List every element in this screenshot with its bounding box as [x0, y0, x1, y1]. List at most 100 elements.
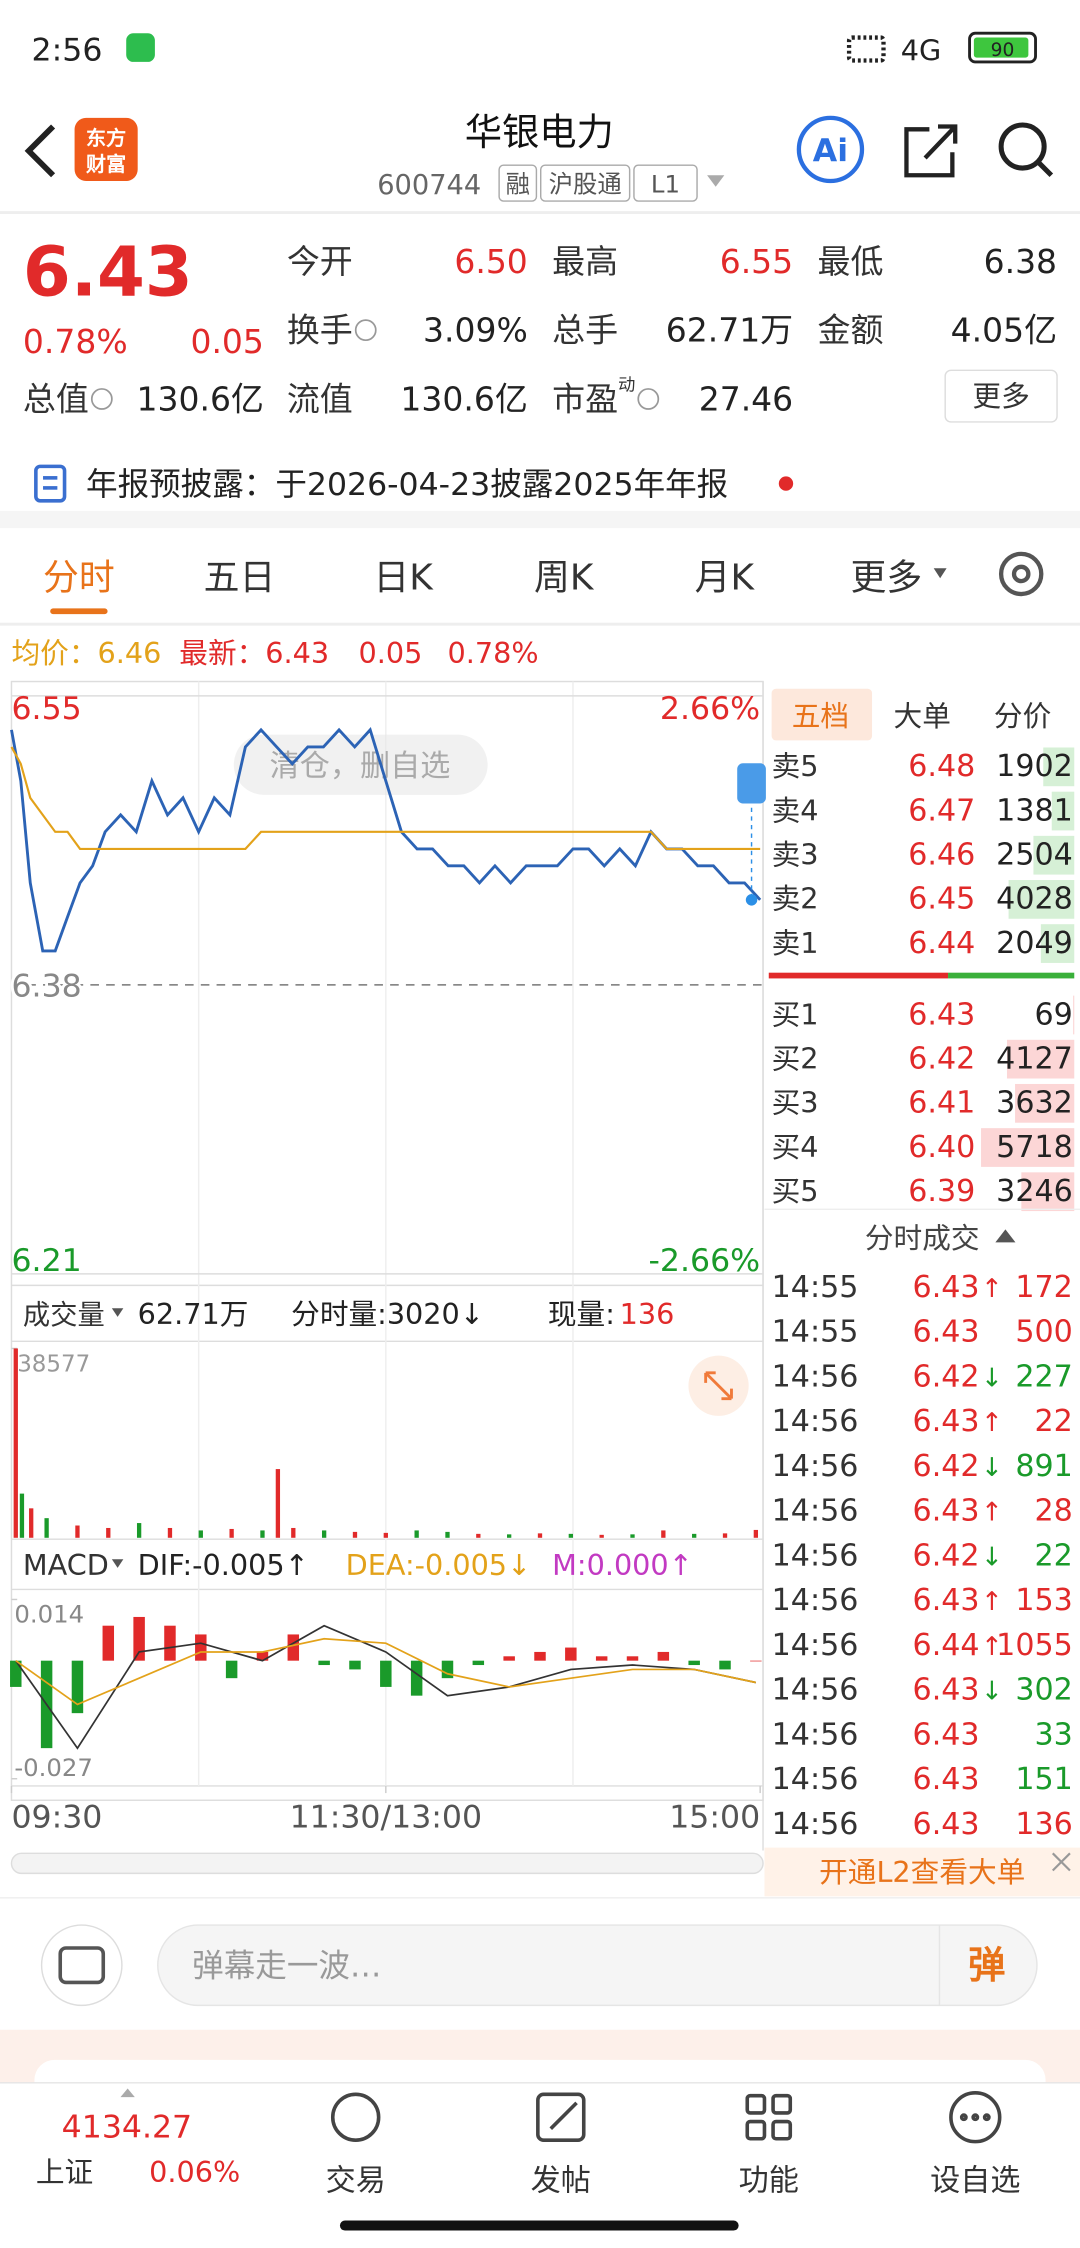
ai-button[interactable] — [796, 115, 865, 184]
tab[interactable]: 分时 — [43, 558, 115, 599]
volume-bar — [75, 1525, 80, 1538]
trade-direction: ↑ — [981, 1408, 1003, 1438]
index-change[interactable]: 0.06% — [149, 2155, 240, 2189]
info-icon[interactable] — [354, 319, 377, 342]
trade-time: 14:56 — [772, 1359, 859, 1394]
favorite-icon — [949, 2091, 1002, 2144]
book-volume: 4028 — [996, 882, 1073, 917]
nav-item[interactable]: 交易 — [326, 2163, 386, 2198]
share-button[interactable] — [904, 124, 958, 178]
trade-price: 6.42 — [913, 1449, 980, 1484]
book-tab[interactable]: 分价 — [994, 699, 1051, 733]
volume-bar — [13, 1348, 18, 1538]
watermark-bg[interactable] — [233, 734, 488, 795]
volume-bar — [383, 1532, 388, 1538]
macd-bar — [503, 1656, 515, 1661]
nav-item[interactable]: 功能 — [739, 2163, 799, 2198]
field-value: 6.38 — [984, 242, 1057, 281]
more-button[interactable] — [944, 369, 1058, 423]
book-price: 6.48 — [908, 749, 975, 784]
dea-value: DEA:-0.005↓ — [346, 1548, 531, 1582]
trade-volume: 28 — [1035, 1494, 1073, 1529]
dropdown-icon[interactable] — [707, 175, 725, 187]
macd-bar — [287, 1634, 300, 1661]
trade-volume: 302 — [1015, 1673, 1072, 1708]
more-button-label[interactable]: 更多 — [972, 379, 1029, 413]
comment-icon[interactable] — [40, 1924, 123, 2007]
field-sup: 动 — [618, 375, 635, 395]
volume-bar — [537, 1533, 543, 1538]
trade-time: 14:56 — [772, 1449, 859, 1484]
field-value: 130.6亿 — [137, 379, 264, 418]
settings-button[interactable] — [998, 551, 1044, 597]
index-value[interactable]: 4134.27 — [62, 2109, 192, 2145]
trade-price: 6.42 — [913, 1359, 980, 1394]
l2-banner-text[interactable]: 开通L2查看大单 — [819, 1855, 1025, 1889]
dropdown-icon — [111, 1559, 124, 1568]
volume-bar — [291, 1527, 296, 1538]
trade-time: 14:56 — [772, 1538, 859, 1573]
notice-text[interactable]: 年报预披露：于2026-04-23披露2025年年报 — [86, 467, 728, 503]
signal-badge — [737, 763, 766, 804]
trade-time: 14:56 — [772, 1494, 859, 1529]
y2-tick-label: -2.66% — [649, 1243, 761, 1279]
book-price: 6.41 — [908, 1086, 975, 1121]
trade-volume: 172 — [1015, 1270, 1072, 1305]
close-icon[interactable] — [1051, 1852, 1071, 1872]
index-name[interactable]: 上证 — [36, 2155, 93, 2189]
tab[interactable]: 周K — [534, 558, 595, 599]
battery-icon — [968, 31, 1037, 64]
x-tick-label: 11:30/13:00 — [290, 1800, 482, 1836]
info-icon[interactable] — [90, 388, 113, 410]
stock-name: 华银电力 — [465, 110, 614, 154]
scroll-track[interactable] — [10, 1852, 764, 1875]
field-label: 总值 — [23, 379, 89, 418]
danmaku-button[interactable]: 弹 — [968, 1943, 1005, 1987]
book-price: 6.46 — [908, 838, 975, 873]
tab[interactable]: 月K — [695, 558, 756, 599]
volume-bar — [568, 1533, 573, 1538]
tab[interactable]: 更多 — [851, 558, 923, 599]
tag-box — [498, 164, 538, 202]
dif-line — [15, 1624, 757, 1750]
x-tick-label: 15:00 — [669, 1800, 760, 1836]
trade-volume: 227 — [1015, 1359, 1072, 1394]
trade-icon — [330, 2092, 381, 2142]
tag-box — [633, 164, 698, 202]
field-label: 金额 — [818, 311, 884, 350]
book-tab[interactable]: 五档 — [792, 699, 849, 733]
book-price: 6.45 — [908, 882, 975, 917]
search-button[interactable] — [998, 122, 1054, 178]
comment-input[interactable] — [157, 1924, 1038, 2007]
macd-bar — [164, 1625, 176, 1661]
l2-banner-bg[interactable] — [764, 1847, 1080, 1897]
macd-bar — [441, 1660, 454, 1679]
field-value: 62.71万 — [666, 311, 793, 350]
book-label: 卖1 — [772, 926, 819, 960]
dropdown-icon — [933, 568, 947, 579]
back-button[interactable] — [24, 124, 56, 178]
book-label: 买3 — [772, 1086, 819, 1120]
watermark-text[interactable]: 清仓，删自选 — [270, 749, 451, 784]
field-value: 27.46 — [699, 379, 793, 418]
macd-bar — [71, 1660, 84, 1714]
volume-selector[interactable]: 成交量 — [23, 1300, 105, 1331]
macd-selector[interactable]: MACD — [23, 1548, 109, 1582]
y-tick-label: 38577 — [17, 1351, 90, 1377]
comment-placeholder[interactable]: 弹幕走一波… — [192, 1949, 381, 1985]
nav-item[interactable]: 发帖 — [531, 2163, 591, 2198]
info-icon[interactable] — [637, 388, 660, 410]
macd-bar — [133, 1616, 145, 1661]
tab[interactable]: 五日 — [204, 558, 276, 599]
logo-text: 财富 — [86, 152, 126, 176]
nav-item[interactable]: 设自选 — [930, 2163, 1020, 2198]
macd-bar — [410, 1660, 423, 1696]
tab[interactable]: 日K — [373, 558, 434, 599]
book-volume: 3246 — [996, 1174, 1073, 1209]
notice-dot — [778, 476, 794, 491]
book-volume-bar — [1033, 835, 1075, 875]
book-tab[interactable]: 大单 — [894, 699, 951, 733]
field-label: 今开 — [287, 242, 353, 281]
book-label: 买5 — [772, 1174, 819, 1208]
